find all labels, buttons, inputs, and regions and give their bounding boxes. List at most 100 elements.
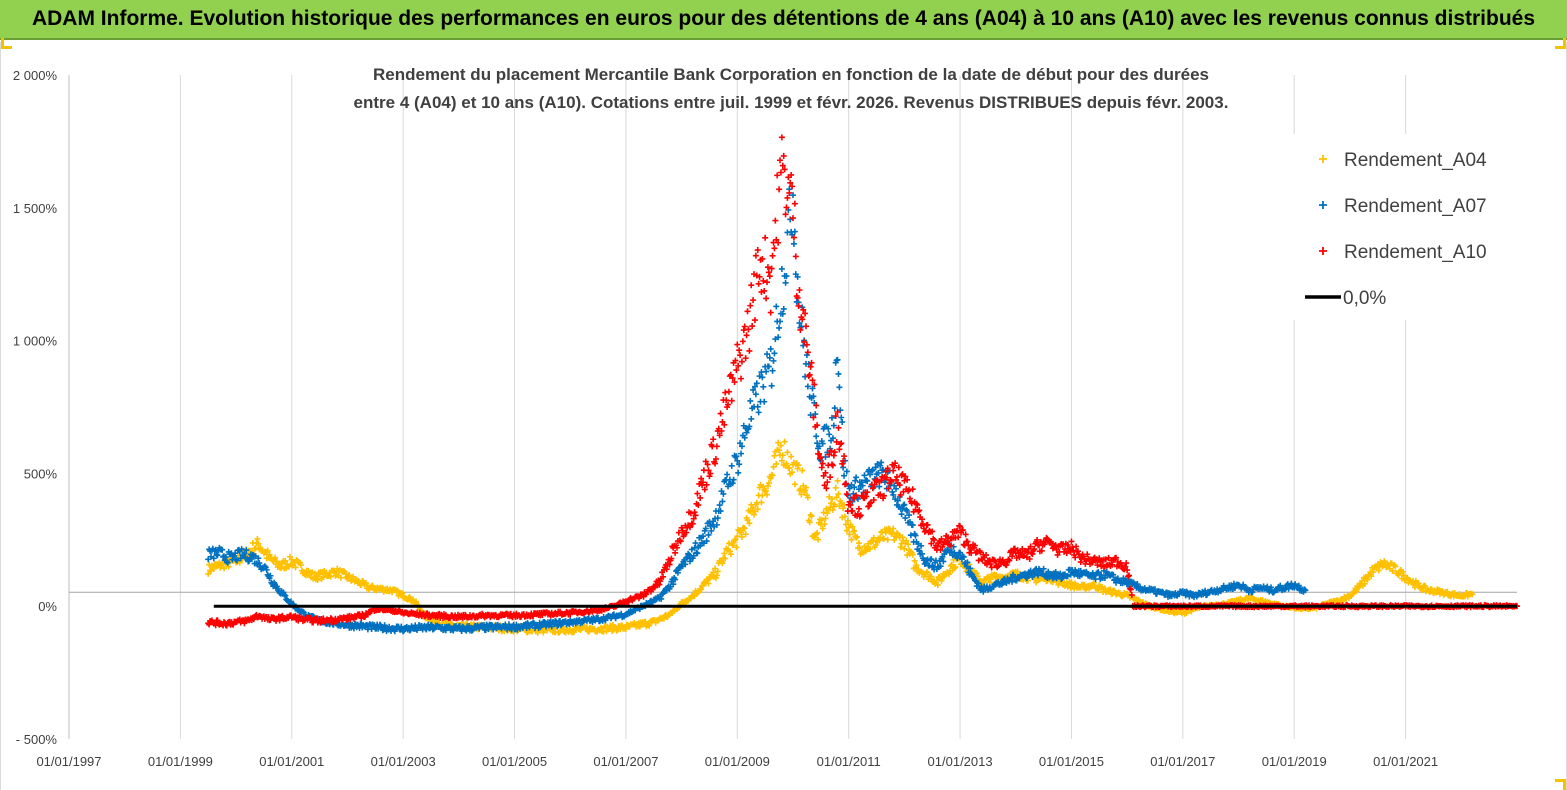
data-point-Rendement_A10 bbox=[666, 561, 673, 568]
data-point-Rendement_A04 bbox=[786, 465, 793, 472]
data-point-Rendement_A10 bbox=[863, 493, 870, 500]
data-point-Rendement_A07 bbox=[752, 391, 759, 398]
data-point-Rendement_A04 bbox=[266, 551, 273, 558]
data-point-Rendement_A04 bbox=[1355, 584, 1362, 591]
data-point-Rendement_A10 bbox=[883, 474, 890, 481]
data-point-Rendement_A04 bbox=[738, 533, 745, 540]
data-point-Rendement_A07 bbox=[909, 522, 916, 529]
data-point-Rendement_A10 bbox=[955, 534, 962, 541]
data-point-Rendement_A07 bbox=[779, 310, 786, 317]
data-point-Rendement_A04 bbox=[952, 564, 959, 571]
data-point-Rendement_A04 bbox=[781, 438, 788, 445]
data-point-Rendement_A07 bbox=[877, 462, 884, 469]
data-point-Rendement_A10 bbox=[807, 363, 814, 370]
data-point-Rendement_A04 bbox=[773, 460, 780, 467]
x-tick-label: 01/01/2009 bbox=[705, 754, 770, 769]
data-point-Rendement_A07 bbox=[697, 542, 704, 549]
data-point-Rendement_A04 bbox=[797, 486, 804, 493]
data-point-Rendement_A07 bbox=[902, 515, 909, 522]
data-point-Rendement_A10 bbox=[695, 502, 702, 509]
data-point-Rendement_A04 bbox=[756, 484, 763, 491]
data-point-Rendement_A07 bbox=[843, 468, 850, 475]
data-point-Rendement_A04 bbox=[789, 469, 796, 476]
data-point-Rendement_A10 bbox=[957, 523, 964, 530]
data-point-Rendement_A10 bbox=[842, 480, 849, 487]
data-point-Rendement_A10 bbox=[931, 536, 938, 543]
data-point-Rendement_A07 bbox=[894, 497, 901, 504]
data-point-Rendement_A04 bbox=[911, 557, 918, 564]
data-point-Rendement_A07 bbox=[901, 501, 908, 508]
legend-label: 0,0% bbox=[1343, 288, 1386, 309]
data-point-Rendement_A07 bbox=[829, 435, 836, 442]
data-point-Rendement_A07 bbox=[916, 547, 923, 554]
data-point-Rendement_A04 bbox=[909, 551, 916, 558]
data-point-Rendement_A04 bbox=[776, 447, 783, 454]
data-point-Rendement_A04 bbox=[867, 545, 874, 552]
data-point-Rendement_A07 bbox=[800, 342, 807, 349]
data-point-Rendement_A10 bbox=[888, 478, 895, 485]
data-point-Rendement_A10 bbox=[1038, 547, 1045, 554]
data-point-Rendement_A10 bbox=[919, 516, 926, 523]
data-point-Rendement_A07 bbox=[1268, 584, 1275, 591]
data-point-Rendement_A07 bbox=[940, 558, 947, 565]
chart-frame: 01/01/1997 01/01/1999 01/01/2001 01/01/2003… bbox=[0, 38, 1567, 790]
data-point-Rendement_A10 bbox=[799, 316, 806, 323]
data-point-Rendement_A10 bbox=[672, 549, 679, 556]
data-point-Rendement_A10 bbox=[896, 482, 903, 489]
data-point-Rendement_A07 bbox=[1052, 568, 1059, 575]
data-point-Rendement_A04 bbox=[714, 568, 721, 575]
data-point-Rendement_A04 bbox=[851, 527, 858, 534]
data-point-Rendement_A07 bbox=[809, 385, 816, 392]
data-point-Rendement_A07 bbox=[812, 411, 819, 418]
data-point-Rendement_A10 bbox=[1094, 562, 1101, 569]
data-point-Rendement_A10 bbox=[1063, 550, 1070, 557]
data-point-Rendement_A07 bbox=[734, 457, 741, 464]
data-point-Rendement_A04 bbox=[1090, 579, 1097, 586]
data-point-Rendement_A10 bbox=[1027, 543, 1034, 550]
data-point-Rendement_A07 bbox=[839, 419, 846, 426]
data-point-Rendement_A07 bbox=[670, 581, 677, 588]
data-point-Rendement_A10 bbox=[747, 302, 754, 309]
data-point-Rendement_A10 bbox=[864, 489, 871, 496]
data-point-Rendement_A10 bbox=[916, 507, 923, 514]
data-point-Rendement_A07 bbox=[755, 409, 762, 416]
data-point-Rendement_A07 bbox=[1295, 582, 1302, 589]
data-point-Rendement_A10 bbox=[824, 479, 831, 486]
data-point-Rendement_A04 bbox=[849, 523, 856, 530]
series-Rendement_A07 bbox=[205, 186, 1309, 635]
data-point-Rendement_A07 bbox=[248, 555, 255, 562]
data-point-Rendement_A04 bbox=[1014, 568, 1021, 575]
data-point-Rendement_A10 bbox=[800, 306, 807, 313]
data-point-Rendement_A10 bbox=[707, 470, 714, 477]
axis-layer: 01/01/1997 01/01/1999 01/01/2001 01/01/2003… bbox=[13, 68, 1517, 769]
data-point-Rendement_A07 bbox=[691, 544, 698, 551]
legend-background bbox=[1279, 134, 1489, 320]
data-point-Rendement_A10 bbox=[689, 520, 696, 527]
data-point-Rendement_A10 bbox=[780, 152, 787, 159]
data-point-Rendement_A04 bbox=[808, 513, 815, 520]
data-point-Rendement_A07 bbox=[738, 443, 745, 450]
x-tick-label: 01/01/2021 bbox=[1373, 754, 1438, 769]
data-point-Rendement_A04 bbox=[1348, 591, 1355, 598]
data-point-Rendement_A04 bbox=[987, 576, 994, 583]
data-point-Rendement_A07 bbox=[767, 345, 774, 352]
data-point-Rendement_A10 bbox=[276, 617, 283, 624]
data-point-Rendement_A07 bbox=[1110, 571, 1117, 578]
data-point-Rendement_A10 bbox=[777, 169, 784, 176]
data-point-Rendement_A10 bbox=[962, 531, 969, 538]
data-point-Rendement_A10 bbox=[705, 467, 712, 474]
data-point-Rendement_A07 bbox=[853, 474, 860, 481]
data-point-Rendement_A07 bbox=[830, 422, 837, 429]
data-point-Rendement_A04 bbox=[1415, 580, 1422, 587]
data-point-Rendement_A10 bbox=[803, 341, 810, 348]
data-point-Rendement_A10 bbox=[786, 189, 793, 196]
data-point-Rendement_A07 bbox=[814, 440, 821, 447]
data-point-Rendement_A07 bbox=[852, 477, 859, 484]
data-point-Rendement_A04 bbox=[765, 480, 772, 487]
data-point-Rendement_A04 bbox=[903, 537, 910, 544]
data-point-Rendement_A07 bbox=[918, 542, 925, 549]
data-point-Rendement_A07 bbox=[729, 480, 736, 487]
data-point-Rendement_A07 bbox=[794, 273, 801, 280]
data-point-Rendement_A10 bbox=[663, 566, 670, 573]
data-point-Rendement_A07 bbox=[815, 443, 822, 450]
